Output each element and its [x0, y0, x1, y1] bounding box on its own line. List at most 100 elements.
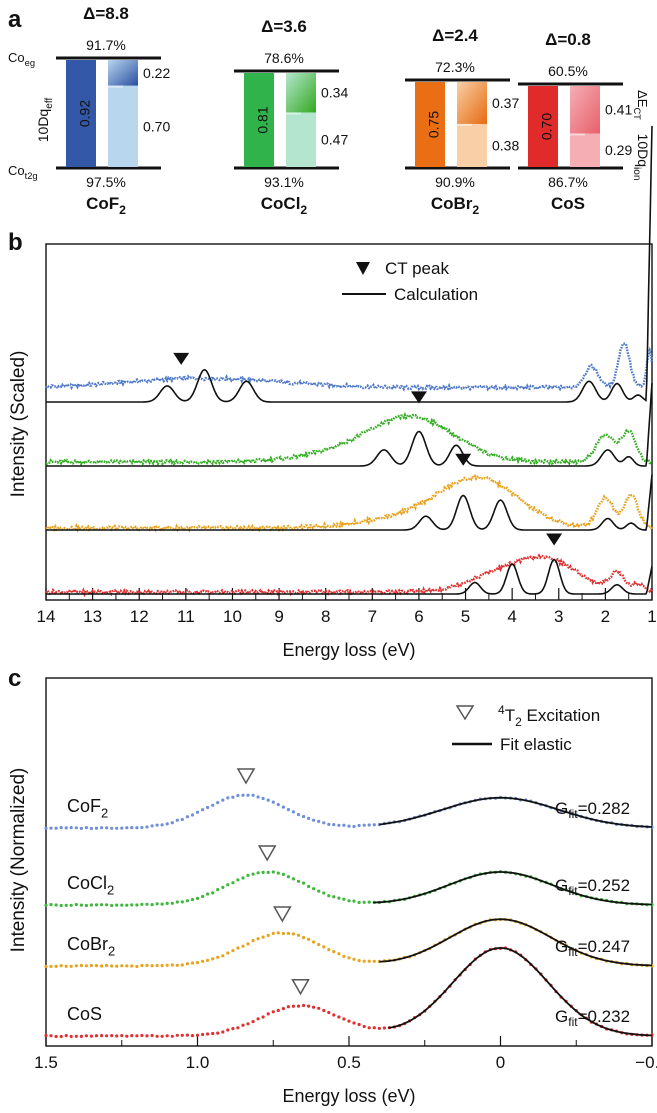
- data-point: [49, 1034, 53, 1038]
- data-point: [145, 963, 149, 968]
- data-point: [332, 950, 336, 954]
- data-point: [206, 1032, 210, 1036]
- data-point: [165, 963, 169, 967]
- data-point: [190, 1034, 195, 1038]
- data-point: [216, 1031, 220, 1035]
- dect-bar: [108, 60, 138, 86]
- panel-label-b: b: [8, 229, 23, 256]
- calculation-curve: [46, 474, 653, 531]
- data-point: [160, 1034, 164, 1038]
- data-point: [382, 1026, 386, 1030]
- data-point: [302, 936, 306, 940]
- data-point: [84, 903, 88, 908]
- data-point: [251, 1020, 255, 1024]
- label-subscript: ion: [631, 167, 642, 180]
- eff-value: 0.75: [426, 111, 442, 138]
- data-point: [226, 951, 230, 955]
- data-point: [74, 964, 78, 968]
- ion-value: 0.29: [605, 142, 632, 158]
- data-point: [130, 826, 134, 830]
- data-point: [64, 1034, 68, 1038]
- data-point: [261, 796, 265, 801]
- series-CoBr2: CoBr2 Gfit=0.247: [44, 906, 654, 969]
- compound-label: CoBr2: [67, 934, 115, 958]
- right-axis-label-2: 10Dqion: [631, 134, 651, 181]
- label-subscript: fit: [568, 884, 578, 898]
- data-point: [135, 903, 139, 907]
- top-percentage: 78.6%: [264, 50, 304, 66]
- plot-frame: [45, 243, 653, 601]
- data-point: [266, 933, 270, 938]
- compound-label: CoF2: [67, 796, 108, 820]
- label-main: CoF: [86, 194, 119, 213]
- data-point: [105, 1034, 109, 1038]
- data-point: [185, 815, 189, 819]
- data-point: [145, 1034, 149, 1038]
- data-point: [84, 1034, 88, 1038]
- dect-bar: [457, 82, 487, 124]
- dect-value: 0.22: [143, 65, 170, 81]
- excitation-marker: [273, 906, 292, 923]
- calculation-curve: [46, 125, 653, 403]
- data-point: [105, 903, 109, 907]
- x-tick-label: 0.5: [337, 1053, 361, 1072]
- data-point: [195, 810, 200, 814]
- data-point: [84, 964, 88, 968]
- data-point: [261, 870, 265, 875]
- data-point: [226, 796, 230, 800]
- data-point: [110, 1034, 114, 1038]
- data-point: [69, 903, 73, 907]
- data-point: [322, 821, 326, 825]
- data-point: [175, 818, 179, 822]
- data-point: [256, 871, 260, 875]
- data-point: [246, 793, 250, 797]
- data-point: [286, 808, 290, 812]
- data-point: [211, 891, 215, 895]
- ion-value: 0.70: [143, 118, 170, 134]
- data-point: [342, 954, 346, 959]
- x-tick-label: 14: [37, 607, 56, 626]
- data-point: [281, 1007, 285, 1011]
- label-main: CoS: [551, 194, 585, 213]
- top-percentage: 60.5%: [548, 63, 588, 79]
- data-point: [362, 900, 366, 904]
- data-point: [221, 1030, 225, 1034]
- bottom-percentage: 86.7%: [548, 174, 588, 190]
- data-point: [367, 900, 371, 904]
- data-point: [357, 823, 361, 828]
- data-point: [271, 931, 275, 936]
- data-point: [49, 903, 53, 907]
- data-point: [256, 1017, 260, 1021]
- g-fit-label: Gfit=0.247: [555, 937, 630, 959]
- data-point: [89, 903, 93, 907]
- y-axis-label: Intensity (Normalized): [8, 768, 29, 953]
- data-point: [286, 875, 290, 879]
- series-CoS: CoS Gfit=0.232: [44, 946, 654, 1039]
- label-main: CoF: [67, 796, 101, 816]
- data-point: [115, 1034, 119, 1038]
- data-point: [206, 892, 210, 896]
- data-point: [221, 954, 225, 958]
- data-point: [317, 942, 321, 947]
- data-point: [175, 900, 179, 904]
- data-point: [347, 956, 351, 960]
- data-point: [135, 1034, 139, 1038]
- series-CoS: [44, 533, 653, 598]
- data-point: [236, 793, 240, 798]
- data-point: [367, 959, 371, 963]
- top-percentage: 91.7%: [86, 37, 126, 53]
- data-point: [175, 963, 179, 967]
- data-point: [44, 964, 48, 969]
- data-point: [155, 963, 159, 968]
- data-point: [49, 964, 53, 969]
- data-point: [69, 1034, 73, 1039]
- label-subscript: eff: [44, 98, 55, 109]
- data-point: [190, 961, 195, 965]
- compound-name: CoBr2: [431, 194, 480, 217]
- bar-separator: [457, 123, 472, 126]
- data-point: [367, 823, 371, 827]
- data-point: [231, 881, 235, 885]
- data-point: [221, 885, 225, 890]
- data-point: [372, 1026, 376, 1030]
- g-fit-label: Gfit=0.252: [555, 876, 630, 898]
